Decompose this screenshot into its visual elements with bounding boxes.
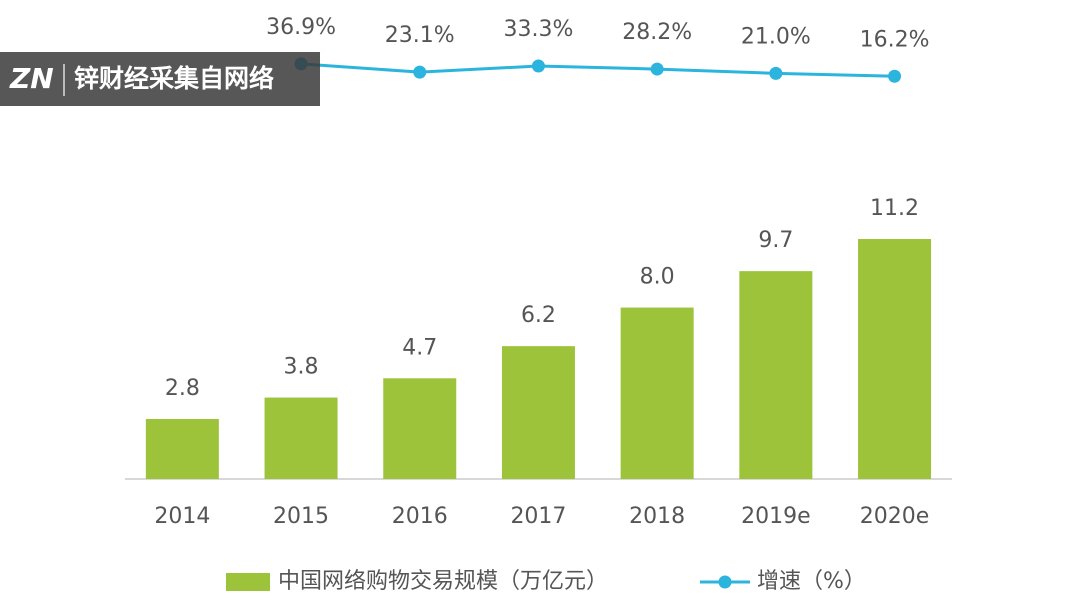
data-label: 8.0 <box>640 265 675 290</box>
x-tick-label: 2019e <box>741 504 811 529</box>
bar <box>858 239 932 479</box>
data-label: 2.8 <box>165 376 200 401</box>
x-tick-label: 2016 <box>392 504 448 529</box>
line-point <box>650 62 664 76</box>
data-label: 33.3% <box>504 17 574 42</box>
legend-label: 中国网络购物交易规模（万亿元） <box>278 569 608 594</box>
data-label: 11.2 <box>870 196 919 221</box>
data-label: 6.2 <box>521 303 556 328</box>
line-point <box>888 69 902 83</box>
x-tick-label: 2014 <box>154 504 210 529</box>
data-label: 28.2% <box>622 20 692 45</box>
line-point <box>413 65 427 79</box>
bar <box>145 419 219 479</box>
data-label: 21.0% <box>741 24 811 49</box>
legend-label: 增速（%） <box>757 569 866 594</box>
data-label: 9.7 <box>758 228 793 253</box>
legend-swatch-dot <box>718 575 732 589</box>
data-label: 36.9% <box>266 15 336 40</box>
legend-swatch <box>226 573 270 591</box>
line-point <box>769 66 783 80</box>
x-tick-label: 2020e <box>860 504 930 529</box>
bar <box>620 307 694 479</box>
bar <box>264 397 338 479</box>
watermark-text: 锌财经采集自网络 <box>74 64 274 93</box>
data-label: 3.8 <box>284 355 319 380</box>
bar <box>739 271 813 479</box>
data-label: 4.7 <box>402 335 437 360</box>
watermark-logo: ZN <box>9 62 54 95</box>
data-label: 23.1% <box>385 23 455 48</box>
bar <box>501 346 575 479</box>
x-tick-label: 2015 <box>273 504 329 529</box>
line <box>300 62 895 78</box>
watermark: ZN 锌财经采集自网络 <box>0 52 320 106</box>
bar <box>383 378 457 479</box>
x-tick-label: 2018 <box>629 504 685 529</box>
x-tick-label: 2017 <box>510 504 566 529</box>
watermark-bg <box>0 52 320 106</box>
data-label: 16.2% <box>860 27 930 52</box>
line-point <box>531 59 545 73</box>
